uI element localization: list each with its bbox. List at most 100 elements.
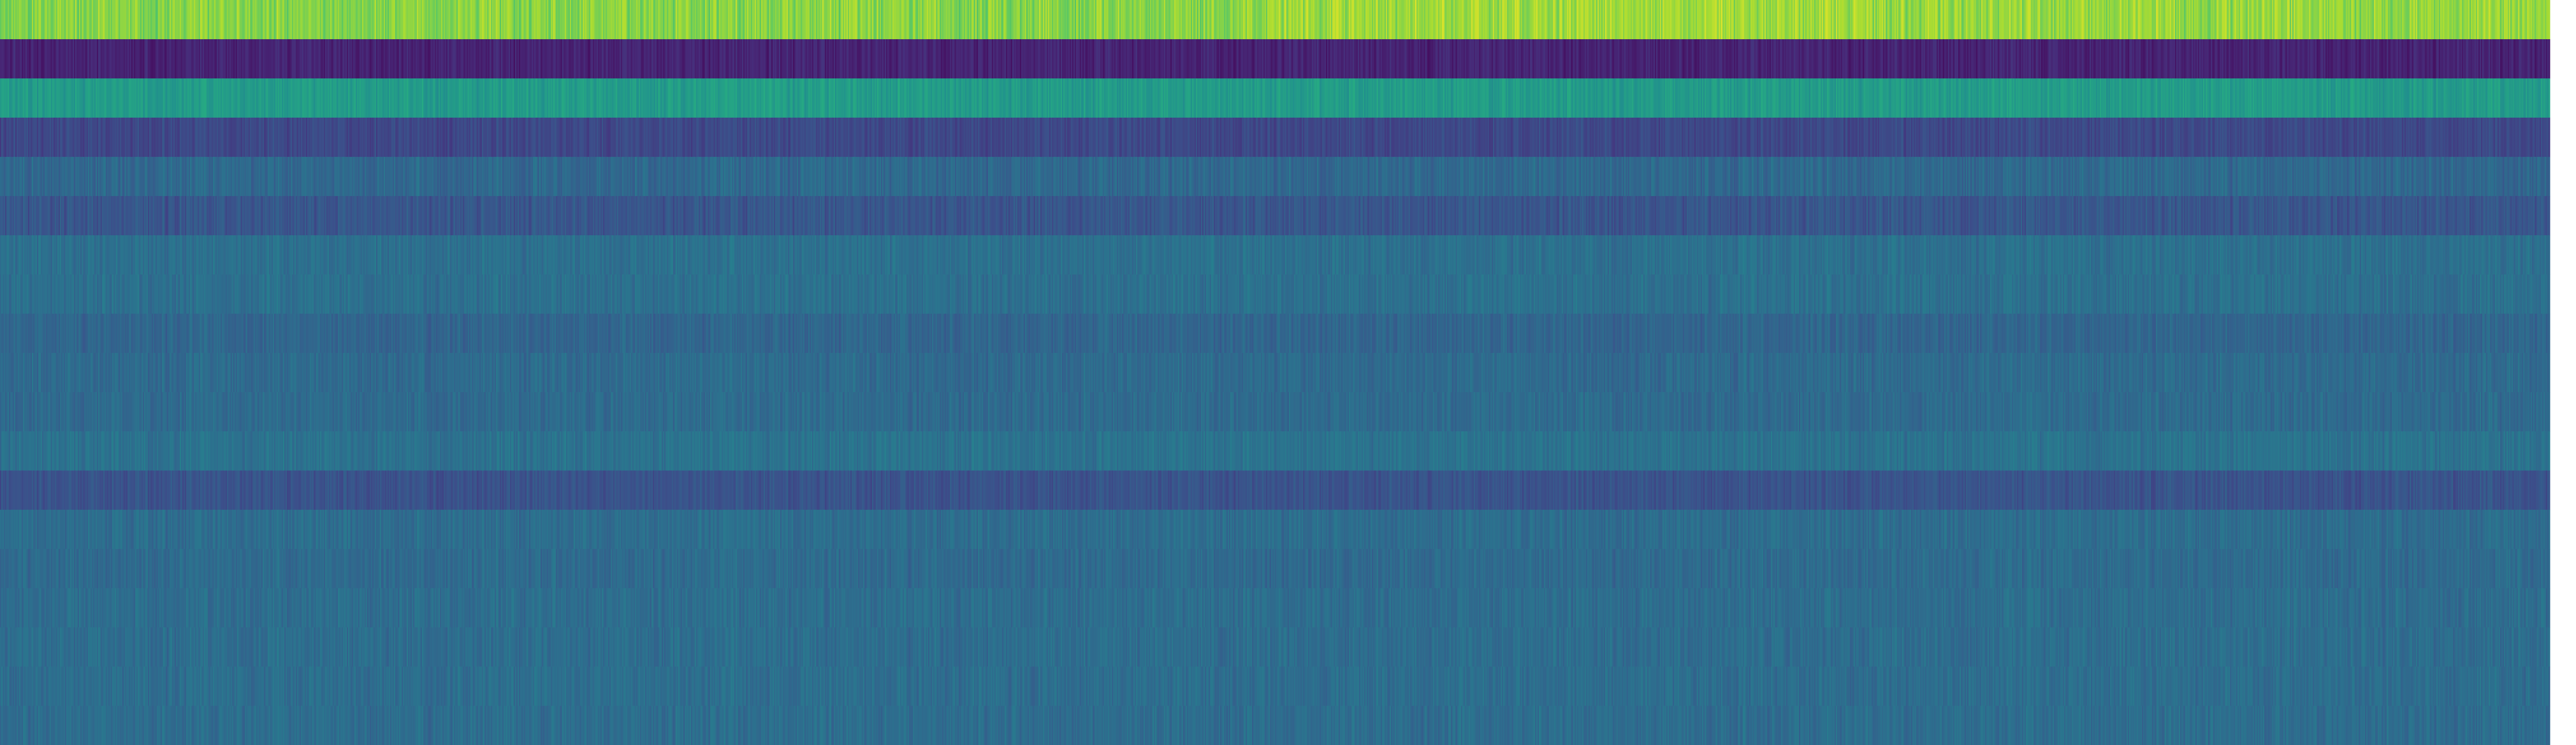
heatmap-cell	[2049, 0, 2051, 40]
heatmap-cell	[85, 0, 87, 40]
heatmap-cell	[1498, 0, 1500, 40]
heatmap-cell	[1058, 0, 1060, 40]
heatmap-cell	[147, 0, 150, 40]
heatmap-cell	[83, 39, 85, 79]
heatmap-cell	[1889, 0, 1891, 40]
heatmap-cell	[528, 0, 530, 40]
heatmap-cell	[2291, 0, 2293, 40]
heatmap-cell	[2450, 0, 2452, 40]
heatmap-cell	[2242, 0, 2244, 40]
heatmap-cell	[2477, 0, 2479, 40]
heatmap-cell	[1063, 0, 1065, 40]
heatmap-cell	[2510, 0, 2512, 40]
heatmap-row	[0, 0, 2550, 40]
heatmap-cell	[342, 0, 344, 40]
heatmap-cell	[1597, 0, 1599, 40]
heatmap-cell	[2129, 0, 2131, 40]
heatmap-cell	[1150, 0, 1152, 40]
heatmap-cell	[1531, 0, 1533, 40]
heatmap-cell	[1192, 0, 1194, 40]
heatmap-cell	[1575, 0, 1578, 40]
heatmap-cell	[1457, 0, 1459, 40]
heatmap-cell	[2021, 0, 2023, 40]
heatmap-cell	[809, 0, 811, 40]
heatmap-cell	[2231, 0, 2233, 40]
heatmap-cell	[2093, 0, 2095, 40]
heatmap-cell	[1938, 0, 1940, 40]
heatmap-cell	[1342, 0, 1344, 40]
heatmap-cell	[135, 0, 137, 40]
heatmap-cell	[1274, 0, 1276, 40]
heatmap-cell	[2005, 0, 2007, 40]
heatmap-cell	[636, 0, 638, 40]
heatmap-cell	[1836, 0, 1838, 40]
heatmap-cell	[1187, 0, 1189, 40]
heatmap-cell	[2483, 0, 2486, 40]
heatmap-cell	[1966, 0, 1968, 40]
heatmap-cell	[949, 0, 951, 40]
heatmap-cell	[100, 39, 103, 79]
heatmap-cell	[1370, 0, 1372, 40]
heatmap-cell	[2209, 0, 2211, 40]
heatmap-cell	[1493, 0, 1495, 40]
heatmap-cell	[1405, 0, 1407, 40]
heatmap-cell	[909, 0, 911, 40]
heatmap-cell	[503, 0, 505, 40]
heatmap-cell	[2200, 0, 2203, 40]
heatmap-cell	[1430, 0, 1432, 40]
heatmap-cell	[1604, 0, 1606, 40]
heatmap-cell	[1048, 0, 1050, 40]
heatmap-cell	[326, 0, 328, 40]
heatmap-cell	[660, 0, 662, 40]
heatmap-cell	[732, 0, 734, 40]
heatmap-cell	[2164, 0, 2166, 40]
heatmap-cell	[1071, 0, 1073, 40]
heatmap-cell	[1916, 0, 1918, 40]
heatmap-cell	[435, 0, 437, 40]
heatmap-cell	[348, 0, 350, 40]
heatmap-cell	[2423, 0, 2425, 40]
heatmap-cell	[1251, 0, 1253, 40]
heatmap-cell	[712, 0, 714, 40]
heatmap-cell	[2186, 0, 2188, 40]
heatmap-cell	[1893, 0, 1895, 40]
heatmap-cell	[1083, 0, 1085, 40]
heatmap-cell	[1582, 0, 1584, 40]
heatmap-cell	[1629, 0, 1631, 40]
heatmap-cell	[875, 0, 877, 40]
heatmap-cell	[1269, 0, 1272, 40]
heatmap-cell	[1504, 0, 1506, 40]
heatmap-cell	[2460, 0, 2462, 40]
heatmap-cell	[1989, 0, 1991, 40]
heatmap-cell	[1204, 0, 1206, 40]
heatmap-cell	[1584, 0, 1586, 40]
heatmap-cell	[1423, 0, 1425, 40]
heatmap-cell	[120, 0, 122, 40]
heatmap-cell	[408, 0, 410, 40]
heatmap-cell	[823, 0, 825, 40]
heatmap-cell	[1825, 0, 1828, 40]
heatmap-cell	[429, 0, 432, 40]
heatmap-cell	[837, 0, 839, 40]
heatmap-cell	[2412, 0, 2414, 40]
heatmap-cell	[54, 0, 56, 40]
heatmap-cell	[691, 0, 693, 40]
heatmap-cell	[90, 0, 93, 40]
heatmap-cell	[2277, 0, 2279, 40]
heatmap-cell	[1340, 0, 1342, 40]
heatmap-cell	[1628, 0, 1630, 40]
heatmap-cell	[1778, 0, 1780, 40]
heatmap-cell	[251, 0, 253, 40]
heatmap-cell	[2495, 0, 2497, 40]
heatmap-cell	[1795, 0, 1797, 40]
heatmap-cell	[260, 0, 262, 40]
heatmap-cell	[2227, 0, 2229, 40]
heatmap-cell	[1249, 0, 1251, 40]
heatmap-cell	[1189, 0, 1191, 40]
heatmap-cell	[2505, 0, 2507, 40]
heatmap-cell	[2170, 0, 2172, 40]
heatmap-cell	[1198, 0, 1200, 40]
heatmap-cell	[2431, 0, 2433, 40]
heatmap-cell	[1898, 0, 1900, 40]
heatmap-cell	[1785, 0, 1787, 40]
